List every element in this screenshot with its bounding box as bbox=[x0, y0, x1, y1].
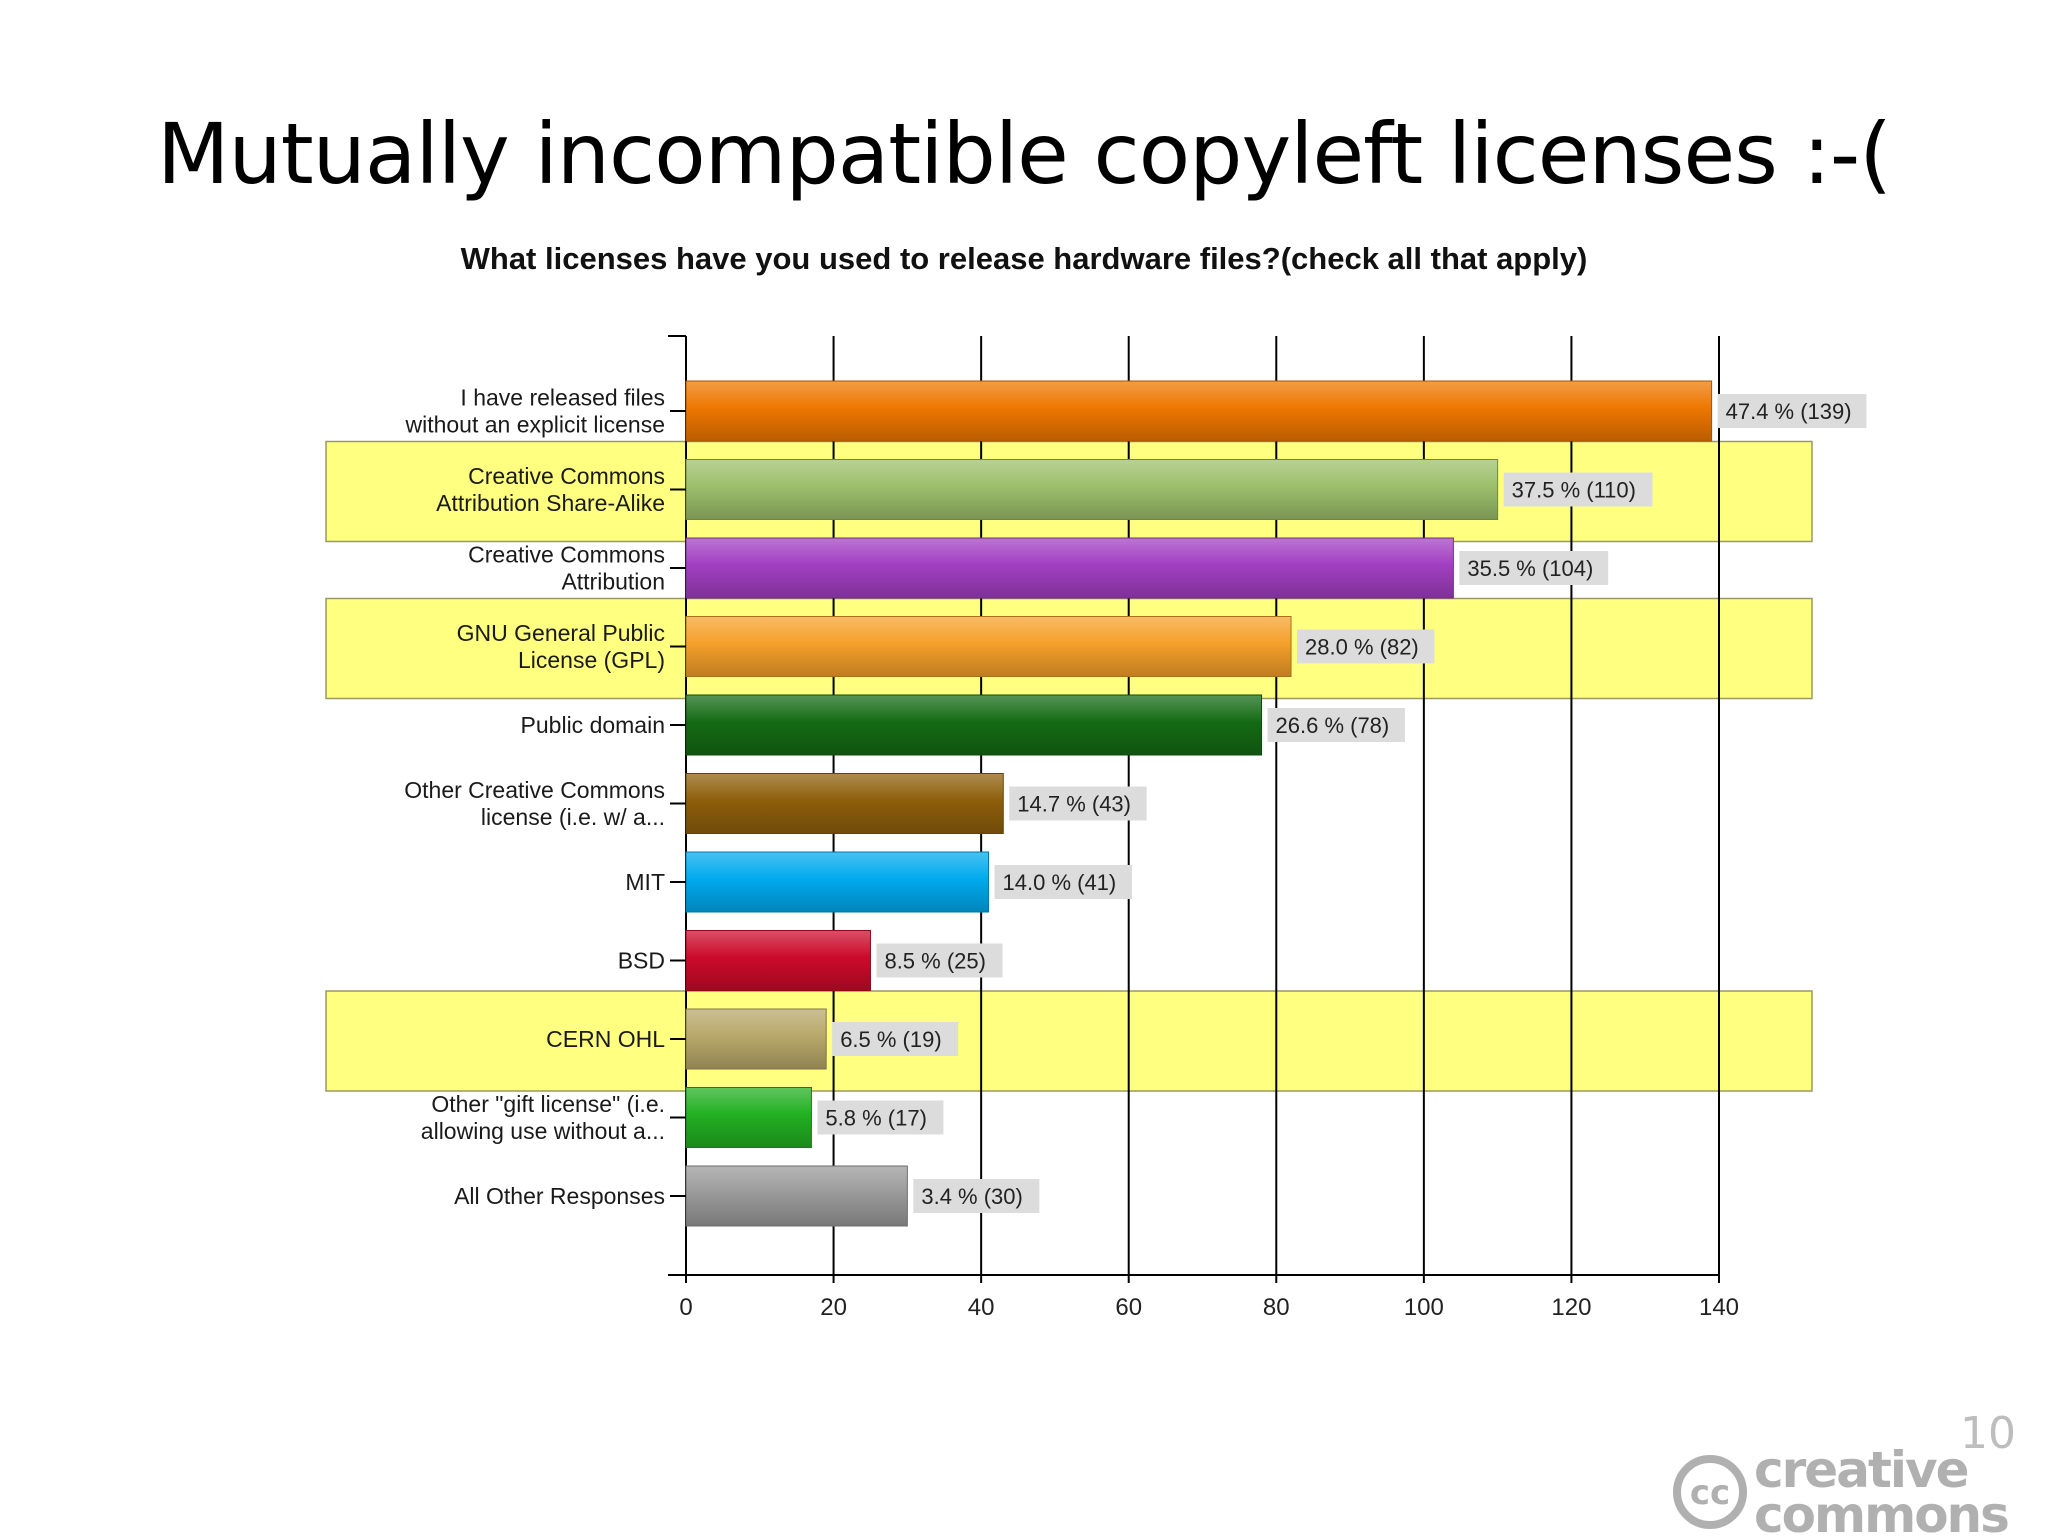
x-tick-label: 20 bbox=[820, 1294, 847, 1321]
bar bbox=[685, 1165, 908, 1227]
bar bbox=[685, 930, 871, 991]
value-label: 5.8 % (17) bbox=[825, 1106, 927, 1131]
category-label: Attribution Share-Alike bbox=[436, 490, 665, 516]
slide-title: Mutually incompatible copyleft licenses … bbox=[157, 105, 1892, 203]
category-label: allowing use without a... bbox=[421, 1118, 665, 1144]
category-label: CERN OHL bbox=[546, 1026, 665, 1052]
x-tick-label: 60 bbox=[1115, 1294, 1142, 1321]
value-label-box bbox=[876, 943, 1003, 978]
bar bbox=[685, 616, 1292, 677]
bar bbox=[685, 1008, 827, 1070]
category-label: Public domain bbox=[521, 712, 665, 738]
x-tick-label: 0 bbox=[679, 1294, 692, 1321]
category-label: I have released files bbox=[460, 385, 665, 411]
category-label: License (GPL) bbox=[518, 647, 665, 673]
bar bbox=[685, 1087, 812, 1148]
category-label: Creative Commons bbox=[468, 542, 665, 568]
category-label: All Other Responses bbox=[454, 1183, 665, 1209]
x-tick-label: 80 bbox=[1263, 1294, 1290, 1321]
cc-mark: cc bbox=[1690, 1473, 1730, 1513]
value-label: 47.4 % (139) bbox=[1726, 399, 1852, 424]
value-label: 14.0 % (41) bbox=[1003, 870, 1117, 895]
bar bbox=[685, 537, 1454, 599]
logo-word-creative: creative bbox=[1754, 1441, 1968, 1499]
x-tick-label: 100 bbox=[1404, 1294, 1444, 1321]
bar bbox=[685, 773, 1004, 834]
value-label-box bbox=[994, 865, 1132, 899]
value-label-box bbox=[1459, 551, 1609, 585]
value-label-box bbox=[1009, 786, 1147, 821]
x-tick-label: 140 bbox=[1699, 1294, 1739, 1321]
page-number: 10 bbox=[1960, 1408, 2016, 1459]
value-label-box bbox=[832, 1022, 959, 1056]
value-label-box bbox=[913, 1179, 1040, 1213]
category-label: Other Creative Commons bbox=[404, 777, 665, 803]
value-label: 37.5 % (110) bbox=[1512, 478, 1636, 503]
category-label: Creative Commons bbox=[468, 463, 665, 489]
value-label: 26.6 % (78) bbox=[1276, 713, 1390, 738]
category-label: Other "gift license" (i.e. bbox=[431, 1091, 665, 1117]
bar bbox=[685, 380, 1713, 442]
bar bbox=[685, 459, 1499, 520]
value-label: 3.4 % (30) bbox=[921, 1184, 1023, 1209]
category-label: Attribution bbox=[561, 569, 665, 595]
chart-title: What licenses have you used to release h… bbox=[460, 241, 1588, 276]
category-label: GNU General Public bbox=[457, 620, 665, 646]
value-label-box bbox=[1503, 472, 1653, 507]
value-label-box bbox=[1297, 629, 1435, 664]
cc-circle-icon bbox=[1673, 1455, 1747, 1529]
bar bbox=[685, 694, 1263, 756]
value-label: 35.5 % (104) bbox=[1467, 556, 1593, 581]
value-label: 28.0 % (82) bbox=[1305, 635, 1419, 660]
category-label: license (i.e. w/ a... bbox=[481, 804, 665, 830]
value-label: 8.5 % (25) bbox=[884, 949, 986, 974]
bar bbox=[685, 851, 990, 913]
category-label: without an explicit license bbox=[404, 412, 665, 438]
x-tick-label: 40 bbox=[968, 1294, 995, 1321]
value-label: 14.7 % (43) bbox=[1017, 792, 1131, 817]
creative-commons-logo: cc creative commons bbox=[1673, 1441, 2010, 1540]
category-label: BSD bbox=[618, 948, 665, 974]
value-label-box bbox=[1717, 394, 1867, 428]
highlight-band bbox=[325, 990, 1813, 1092]
value-label-box bbox=[817, 1100, 944, 1135]
value-label: 6.5 % (19) bbox=[840, 1027, 942, 1052]
value-label-box bbox=[1267, 708, 1405, 742]
x-tick-label: 120 bbox=[1551, 1294, 1591, 1321]
category-label: MIT bbox=[625, 869, 665, 895]
logo-word-commons: commons bbox=[1754, 1486, 2008, 1540]
